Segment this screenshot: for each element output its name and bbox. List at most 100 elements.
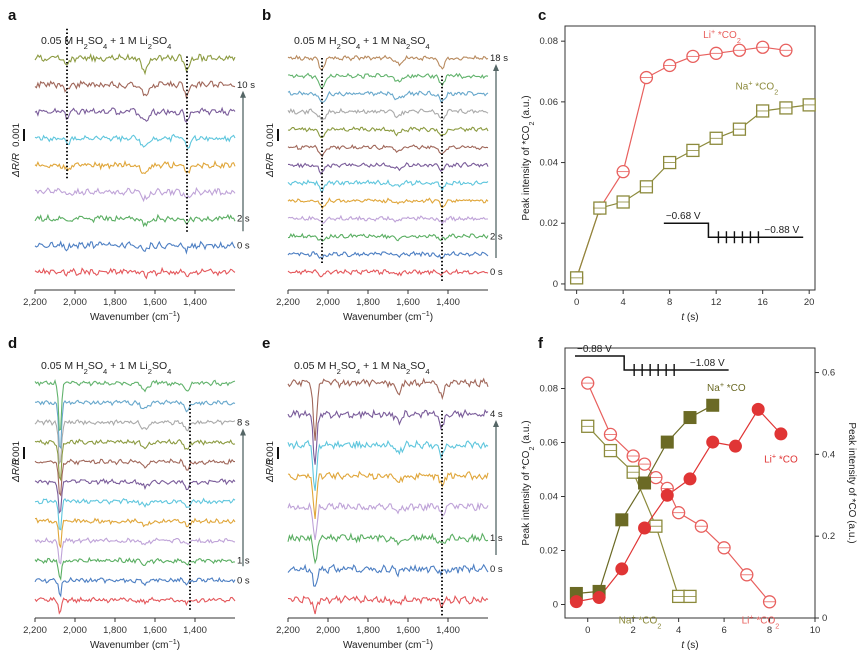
y2-axis-label: Peak intensity of *CO (a.u.)	[846, 422, 857, 543]
panel-title: 0.05 M H2SO4 + 1 M Li2SO4	[41, 360, 171, 376]
x-tick-label: 2,200	[276, 297, 300, 308]
time-label: 4 s	[490, 409, 503, 420]
spectrum-trace	[287, 268, 489, 278]
time-arrow-head	[240, 90, 246, 98]
series-line	[576, 46, 786, 279]
panel-f: f 0 0.02 0.04 0.06 0.08 0 0.2 0.4 0.6 0 2 4 6 8 10 Li+ *…	[521, 335, 857, 651]
time-arrow-head	[493, 420, 499, 427]
spectrum-trace	[34, 458, 235, 497]
spectrum-trace	[34, 133, 236, 150]
spectrum-trace	[34, 186, 236, 203]
series-label: Na+ *CO	[707, 379, 746, 394]
series-label: Na+ *CO2	[736, 78, 779, 96]
series-label: Li+ *CO2	[703, 27, 741, 45]
spectrum-trace	[287, 439, 489, 491]
data-point	[706, 398, 720, 412]
series-label: Na+ *CO2	[619, 612, 662, 630]
spectrum-trace	[34, 478, 236, 515]
y2-tick-label: 0.6	[822, 368, 835, 379]
spectrum-trace	[34, 497, 236, 531]
x-axis-label: Wavenumber (cm−1)	[90, 309, 180, 324]
x-tick-label: 1,800	[103, 297, 127, 308]
y-axis-label: ΔR/R	[11, 458, 22, 483]
panel-label: a	[8, 7, 17, 24]
spectrum-trace	[287, 532, 489, 565]
data-point	[638, 476, 652, 490]
y-tick-label: 0.08	[540, 384, 559, 395]
x-tick-label: 1,400	[436, 625, 460, 636]
x-tick-label: 1,400	[183, 625, 207, 636]
spectrum-trace	[287, 72, 489, 89]
x-tick-label: 16	[757, 297, 768, 308]
potential-high-label: −0.68 V	[666, 211, 701, 222]
x-axis-label: t (s)	[681, 640, 698, 651]
time-label: 10 s	[237, 80, 255, 91]
y2-tick-label: 0.2	[822, 531, 835, 542]
spectrum-trace	[287, 54, 489, 71]
y-tick-label: 0.04	[540, 492, 559, 503]
spectrum-trace	[287, 501, 489, 540]
series-line	[576, 408, 782, 603]
data-point	[592, 591, 606, 605]
y-axis-label: Peak intensity of *CO2 (a.u.)	[521, 420, 536, 545]
spectrum-trace	[287, 107, 489, 121]
x-tick-label: 2,200	[23, 625, 47, 636]
panel-title: 0.05 M H2SO4 + 1 M Na2SO4	[294, 35, 430, 51]
potential-step-line	[663, 222, 804, 238]
y-tick-label: 0.02	[540, 218, 559, 229]
x-tick-label: 1,800	[356, 625, 380, 636]
time-label: 0 s	[490, 267, 503, 278]
x-tick-label: 2,000	[63, 625, 87, 636]
x-tick-label: 0	[585, 625, 590, 636]
scale-label: 0.001	[11, 441, 22, 465]
data-point	[660, 488, 674, 502]
spectrum-trace	[287, 594, 489, 615]
x-tick-label: 1,600	[143, 297, 167, 308]
time-arrow-head	[493, 64, 499, 71]
spectrum-trace	[34, 159, 236, 175]
data-point	[660, 435, 674, 449]
y2-tick-label: 0.4	[822, 449, 835, 460]
time-label: 18 s	[490, 53, 508, 64]
spectrum-trace	[34, 419, 236, 466]
data-point	[683, 472, 697, 486]
data-point	[569, 595, 583, 609]
spectrum-trace	[34, 213, 236, 228]
panel-label: f	[538, 335, 544, 352]
x-axis-label: Wavenumber (cm−1)	[90, 637, 180, 652]
x-tick-label: 1,800	[356, 297, 380, 308]
spectrum-trace	[34, 379, 236, 432]
y-tick-label: 0.08	[540, 36, 559, 47]
scale-label: 0.001	[11, 123, 22, 147]
data-point	[751, 402, 765, 416]
spectrum-trace	[34, 537, 236, 565]
spectrum-trace	[287, 214, 488, 226]
y-axis-label: ΔR/R	[265, 458, 276, 483]
x-tick-label: 20	[804, 297, 815, 308]
x-tick-label: 0	[574, 297, 579, 308]
spectrum-trace	[287, 563, 489, 587]
panel-title: 0.05 M H2SO4 + 1 M Na2SO4	[294, 360, 430, 376]
potential-high-label: −0.88 V	[577, 344, 612, 355]
data-point	[728, 439, 742, 453]
spectrum-trace	[34, 517, 236, 548]
spectrum-trace	[287, 470, 489, 519]
panel-label: b	[262, 7, 271, 24]
y-tick-label: 0.02	[540, 546, 559, 557]
data-point	[706, 435, 720, 449]
spectrum-trace	[287, 408, 489, 465]
spectrum-trace	[287, 90, 489, 104]
time-label: 0 s	[237, 575, 250, 586]
y-tick-label: 0.06	[540, 438, 559, 449]
x-axis-label: t (s)	[681, 312, 698, 323]
data-point	[683, 411, 697, 425]
potential-low-label: −0.88 V	[764, 225, 799, 236]
spectrum-trace	[34, 596, 236, 615]
y-tick-label: 0	[553, 600, 558, 611]
potential-low-label: −1.08 V	[690, 358, 725, 369]
panel-label: e	[262, 335, 270, 352]
